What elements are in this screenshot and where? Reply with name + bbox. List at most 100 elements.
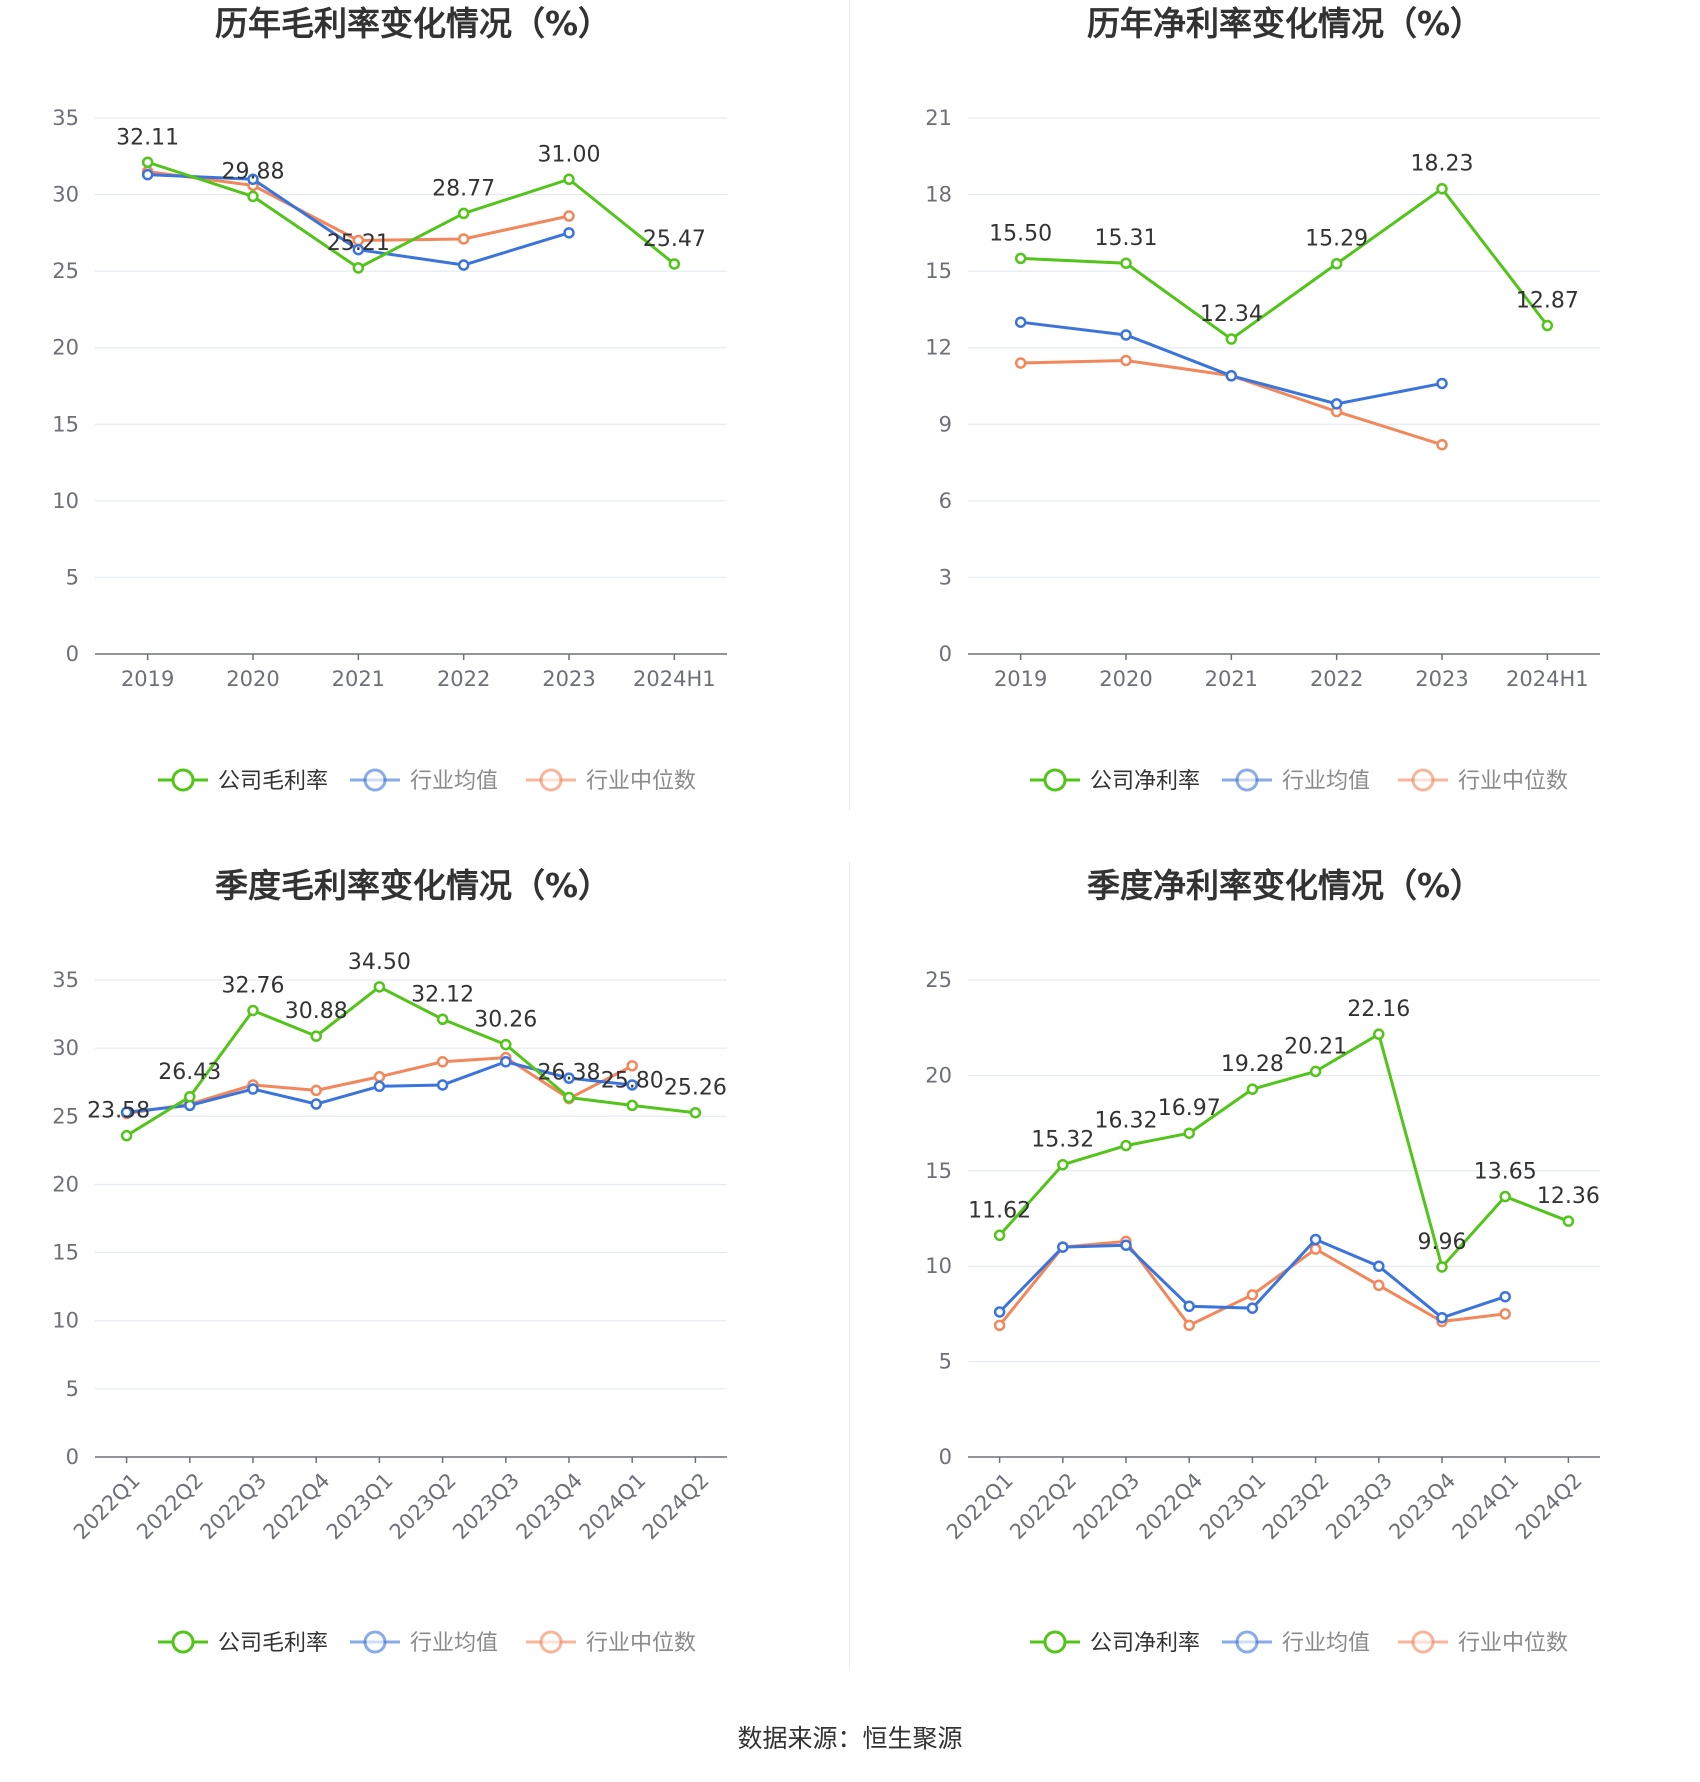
chart0-x-tick-label: 2020 (226, 667, 279, 691)
chart2-company-series-point (184, 1091, 196, 1103)
chart3-x-tick-label: 2023Q1 (1195, 1468, 1271, 1544)
chart2-y-tick-label: 30 (52, 1036, 79, 1060)
chart3-legend-label: 行业中位数 (1458, 1631, 1568, 1656)
chart1-legend-item-company-series[interactable]: 公司净利率 (1030, 768, 1200, 794)
chart3-x-tick-label: 2024Q2 (1511, 1468, 1587, 1544)
chart2-company-series-point (310, 1030, 322, 1042)
chart2-x-tick-label: 2022Q1 (69, 1468, 145, 1544)
chart3-data-label: 11.62 (968, 1198, 1031, 1223)
chart3-x-tick-label: 2023Q3 (1321, 1468, 1397, 1544)
chart3-data-label: 13.65 (1474, 1160, 1537, 1185)
chart2-data-label: 34.50 (348, 950, 411, 975)
chart0-average-series-point (457, 259, 470, 271)
chart1-legend-label: 行业均值 (1282, 769, 1370, 794)
chart1-legend-item-median-series[interactable]: 行业中位数 (1398, 768, 1568, 794)
chart0-company-series-point (247, 190, 259, 203)
chart0-legend-circle-icon (171, 768, 195, 792)
chart1-company-series-point (1225, 333, 1238, 345)
chart3-y-tick-label: 5 (939, 1350, 952, 1374)
chart0-y-tick-label: 25 (52, 259, 79, 283)
chart2-legend-item-company-series[interactable]: 公司毛利率 (158, 1630, 328, 1656)
chart1-y-tick-label: 21 (925, 106, 952, 130)
chart3-company-series-point (1120, 1139, 1132, 1152)
chart2-data-label: 23.58 (87, 1099, 150, 1124)
chart0-x-tick-label: 2019 (121, 667, 174, 691)
chart3-legend-item-company-series[interactable]: 公司净利率 (1030, 1630, 1200, 1656)
chart0-data-label: 31.00 (538, 142, 601, 167)
chart0-legend-label: 行业中位数 (586, 769, 696, 794)
chart3-company-series-point (1183, 1127, 1195, 1139)
chart0-average-series-point (563, 227, 575, 239)
chart0-y-tick-label: 15 (52, 412, 79, 436)
chart3-legend-item-average-series[interactable]: 行业均值 (1222, 1630, 1370, 1656)
chart1-company-series-point (1014, 252, 1027, 265)
chart0-legend-item-average-series[interactable]: 行业均值 (350, 768, 498, 794)
chart2-average-series-point (563, 1072, 575, 1084)
chart2-x-tick-label: 2024Q2 (638, 1468, 714, 1544)
chart2-median-series-point (626, 1060, 638, 1072)
chart0-legend-circle-icon (363, 768, 387, 792)
chart1-average-series-point (1120, 329, 1132, 341)
chart2-y-tick-label: 15 (52, 1241, 79, 1265)
chart1-company-series-point (1120, 257, 1132, 269)
chart2-legend-item-average-series[interactable]: 行业均值 (350, 1630, 498, 1656)
chart2-average-series-point (373, 1080, 386, 1093)
chart2-y-tick-label: 35 (52, 968, 79, 992)
chart0-company-series-point (352, 262, 365, 274)
chart0-legend-item-company-series[interactable]: 公司毛利率 (158, 768, 328, 794)
chart3-x-tick-label: 2024Q1 (1448, 1468, 1524, 1544)
chart1-data-label: 15.31 (1095, 226, 1158, 251)
chart0-x-tick-label: 2022 (437, 667, 490, 691)
chart1-legend-label: 公司净利率 (1090, 769, 1200, 794)
chart3-x-tick-label: 2022Q1 (942, 1468, 1018, 1544)
chart0-data-label: 29.88 (222, 159, 285, 184)
chart3-average-series-point (1120, 1239, 1132, 1251)
chart3-average-series-point (1057, 1241, 1069, 1253)
chart3-median-series-point (1499, 1308, 1511, 1320)
chart3-data-label: 20.21 (1284, 1034, 1347, 1059)
chart2-company-series-point (626, 1099, 638, 1112)
chart0-legend-circle-icon (539, 768, 563, 792)
chart3-legend-circle-icon (1043, 1630, 1067, 1654)
chart3-x-tick-label: 2022Q4 (1132, 1468, 1208, 1544)
chart3-data-label: 16.97 (1158, 1096, 1221, 1121)
chart2-legend-label: 公司毛利率 (218, 1631, 328, 1656)
chart3-median-series-point (1373, 1279, 1385, 1292)
chart3-y-tick-label: 25 (925, 968, 952, 992)
chart2-x-tick-label: 2022Q2 (132, 1468, 208, 1544)
chart3-legend-circle-icon (1411, 1630, 1435, 1654)
chart2-x-tick-label: 2023Q2 (385, 1468, 461, 1544)
chart3-company-series-point (1373, 1028, 1385, 1040)
chart1-x-tick-label: 2021 (1205, 667, 1258, 691)
chart3-y-tick-label: 15 (925, 1159, 952, 1183)
chart1-legend-item-average-series[interactable]: 行业均值 (1222, 768, 1370, 794)
chart2-legend-item-median-series[interactable]: 行业中位数 (526, 1630, 696, 1656)
chart3-data-label: 19.28 (1221, 1052, 1284, 1077)
chart0-average-series-point (352, 243, 365, 256)
chart2-company-series-point (500, 1038, 512, 1051)
chart3-x-tick-label: 2022Q3 (1068, 1468, 1144, 1544)
chart3-data-label: 16.32 (1095, 1109, 1158, 1134)
chart0-company-series-line (147, 160, 676, 270)
chart2-y-tick-label: 0 (66, 1445, 79, 1469)
chart0-y-tick-label: 5 (66, 565, 79, 589)
chart1-company-series-point (1436, 182, 1448, 195)
chart3-data-label: 9.96 (1418, 1230, 1467, 1255)
chart2-x-tick-label: 2022Q3 (195, 1468, 271, 1544)
chart2-y-tick-label: 5 (66, 1377, 79, 1401)
chart1-average-series-point (1014, 316, 1027, 328)
chart1-average-series-point (1330, 398, 1343, 410)
chart3-average-series-point (1499, 1290, 1511, 1303)
chart1-data-label: 18.23 (1411, 152, 1474, 177)
chart2-legend-circle-icon (171, 1630, 195, 1654)
chart3-legend-circle-icon (1235, 1630, 1259, 1654)
chart1-x-tick-label: 2023 (1415, 667, 1468, 691)
chart2-data-label: 25.26 (664, 1076, 727, 1101)
chart2-average-series-point (500, 1056, 512, 1068)
chart0-legend-item-median-series[interactable]: 行业中位数 (526, 768, 696, 794)
chart3-legend-item-median-series[interactable]: 行业中位数 (1398, 1630, 1568, 1656)
chart1-x-tick-label: 2024H1 (1506, 667, 1589, 691)
chart2-data-label: 32.76 (222, 974, 285, 999)
chart1-data-label: 12.34 (1200, 302, 1263, 327)
